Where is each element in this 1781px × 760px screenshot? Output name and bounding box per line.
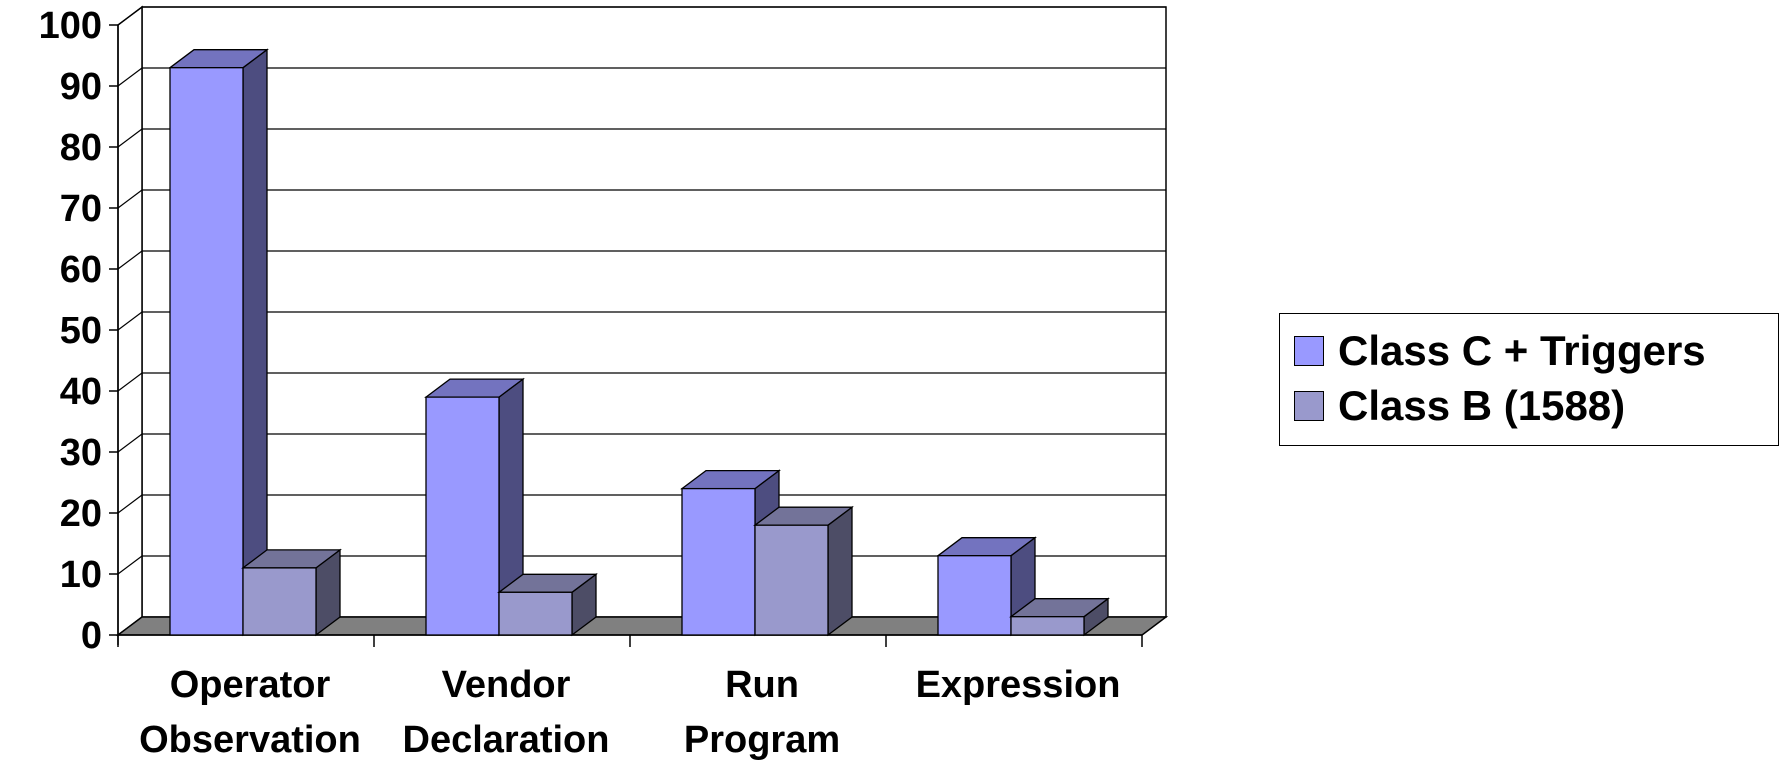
legend-item-series-2: Class B (1588) <box>1294 381 1625 431</box>
y-tick-label: 60 <box>60 249 102 291</box>
legend-swatch-series-1 <box>1294 336 1324 366</box>
gridline-side <box>117 250 143 270</box>
tick-labels: 0 10 20 30 40 50 60 70 80 90 100 Operator Observatio… <box>39 5 1121 760</box>
y-tick-label: 20 <box>60 493 102 535</box>
gridline-side <box>117 189 143 209</box>
gridline-side <box>117 6 143 26</box>
bar <box>1010 616 1085 636</box>
y-tick-label: 70 <box>60 188 102 230</box>
legend-swatch-series-2 <box>1294 391 1324 421</box>
gridline-side <box>117 494 143 514</box>
y-tick-label: 0 <box>81 615 102 657</box>
gridline-side <box>117 128 143 148</box>
y-tick-label: 90 <box>60 66 102 108</box>
gridline-side <box>117 433 143 453</box>
gridlines <box>117 6 1166 575</box>
y-tick-label: 80 <box>60 127 102 169</box>
bar <box>498 591 573 636</box>
legend-label-series-2: Class B (1588) <box>1338 382 1626 429</box>
x-tick-label: Vendor <box>442 664 571 706</box>
gridline-side <box>117 372 143 392</box>
bar <box>242 567 317 636</box>
bar-side <box>827 505 853 637</box>
x-tick-label: Declaration <box>403 719 610 760</box>
y-tick-label: 50 <box>60 310 102 352</box>
x-tick-label: Expression <box>916 664 1121 706</box>
x-tick-label: Observation <box>139 719 361 760</box>
x-tick-label: Run <box>725 664 799 706</box>
legend-label-series-1: Class C + Triggers <box>1338 327 1706 374</box>
bar <box>754 524 829 636</box>
y-tick-label: 40 <box>60 371 102 413</box>
bars <box>168 48 1110 637</box>
legend-item-series-1: Class C + Triggers <box>1294 326 1706 376</box>
gridline-side <box>117 555 143 575</box>
bar <box>425 396 500 636</box>
bar <box>169 67 244 636</box>
x-tick-label: Program <box>684 719 840 760</box>
y-tick-label: 30 <box>60 432 102 474</box>
bar <box>937 555 1012 636</box>
y-tick-label: 10 <box>60 554 102 596</box>
legend: Class C + Triggers Class B (1588) <box>1279 313 1779 446</box>
bar-side <box>242 48 268 637</box>
gridline-side <box>117 67 143 87</box>
y-tick-label: 100 <box>39 5 102 47</box>
gridline-side <box>117 311 143 331</box>
x-tick-label: Operator <box>170 664 331 706</box>
bar <box>681 487 756 636</box>
